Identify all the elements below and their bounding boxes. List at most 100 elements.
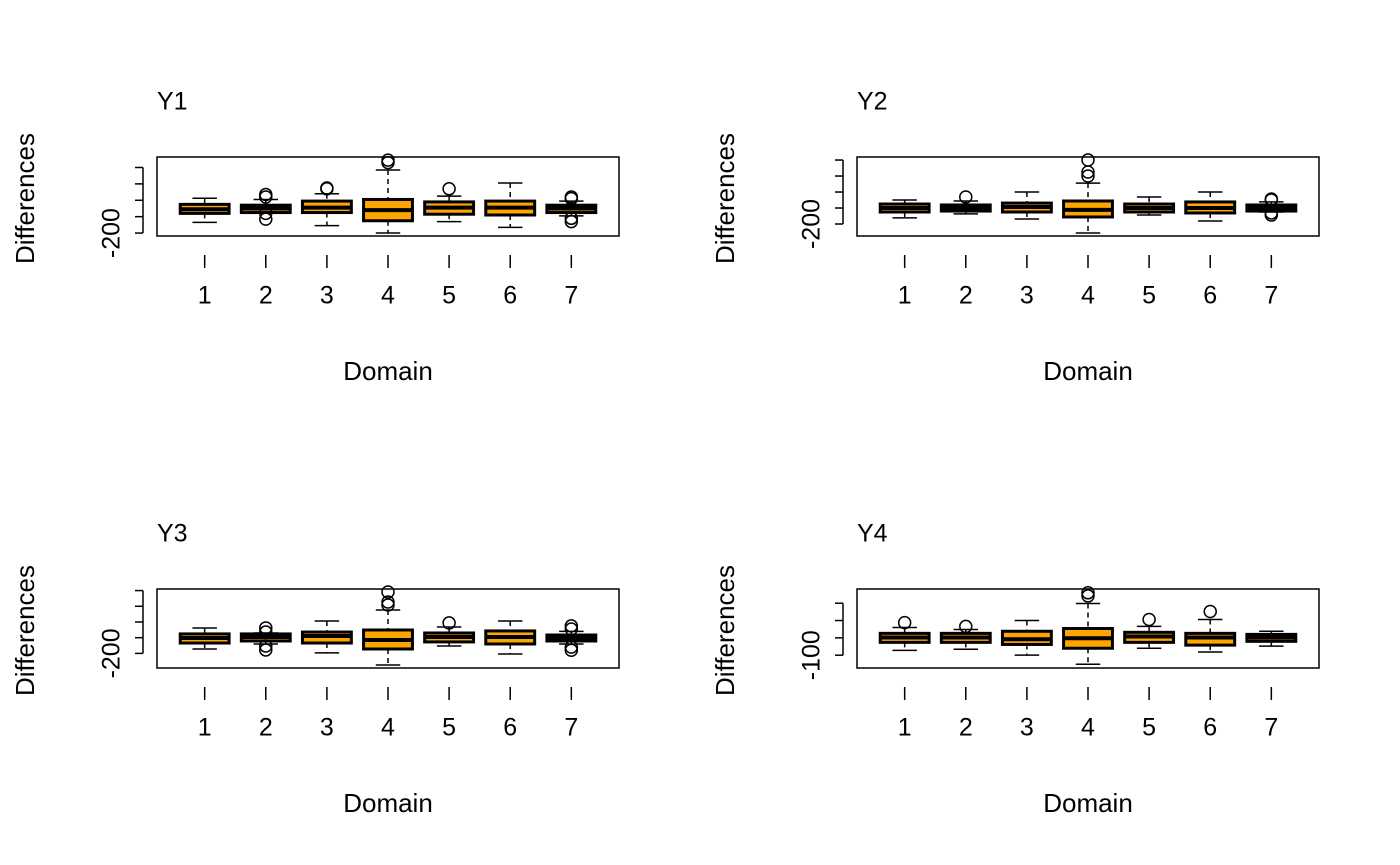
outlier: [1081, 589, 1095, 603]
outlier: [897, 615, 912, 630]
y-tick-label: -200: [798, 199, 826, 249]
y-axis-label: Differences: [10, 133, 40, 264]
box-group: [1000, 619, 1053, 656]
plot-frame: [156, 588, 620, 669]
x-tick-label: 5: [1142, 282, 1156, 310]
x-tick-label: 1: [898, 714, 912, 742]
box-group: [484, 620, 537, 655]
outlier: [259, 639, 273, 653]
outlier: [259, 621, 273, 635]
x-tick-label: 1: [198, 282, 212, 310]
y-tick-label: -200: [98, 208, 126, 258]
x-tick-label: 6: [503, 282, 517, 310]
x-tick-label: 4: [381, 714, 395, 742]
outlier: [564, 640, 579, 654]
box-group: [423, 182, 476, 223]
outlier: [564, 191, 579, 206]
outlier: [259, 212, 273, 226]
outlier: [1264, 193, 1279, 207]
box-group: [484, 182, 537, 229]
box-group: [362, 153, 414, 234]
outlier: [564, 214, 579, 229]
y-axis-label: Differences: [710, 133, 740, 264]
outlier: [381, 585, 395, 599]
outlier: [564, 622, 579, 636]
outlier: [320, 182, 334, 196]
outlier: [442, 616, 456, 630]
outlier: [381, 598, 395, 612]
x-tick-label: 7: [1264, 282, 1278, 310]
box-group: [1184, 191, 1237, 222]
box-group: [178, 627, 231, 650]
box-group: [300, 181, 353, 227]
panel-title: Y1: [157, 88, 188, 116]
box-group: [1245, 630, 1298, 647]
x-tick-label: 1: [198, 714, 212, 742]
x-axis-label: Domain: [343, 788, 433, 818]
outlier: [259, 206, 273, 221]
outlier: [1264, 208, 1279, 222]
box-group: [178, 197, 231, 224]
panel-title: Y4: [857, 520, 888, 548]
outlier: [959, 190, 973, 204]
x-axis-label: Domain: [1043, 788, 1133, 818]
box-group: [423, 616, 476, 647]
y-tick-label: -200: [98, 628, 126, 678]
x-tick-label: 2: [959, 282, 973, 310]
box-group: [1184, 604, 1237, 653]
box-group: [1062, 586, 1114, 665]
box-group: [545, 619, 598, 658]
outlier: [259, 190, 273, 204]
x-tick-label: 7: [564, 282, 578, 310]
x-tick-label: 7: [564, 714, 578, 742]
y-axis-label: Differences: [10, 565, 40, 696]
plot-frame: [856, 156, 1320, 237]
box-group: [1000, 191, 1053, 220]
box-group: [239, 621, 292, 657]
box-group: [878, 615, 931, 652]
box-group: [1245, 192, 1298, 222]
outlier: [1142, 612, 1156, 627]
panel-title: Y3: [157, 520, 188, 548]
box-group: [939, 190, 992, 215]
outlier: [959, 619, 973, 634]
outlier: [1081, 586, 1095, 600]
y-tick-label: -100: [798, 630, 826, 680]
x-tick-label: 3: [1020, 282, 1034, 310]
x-tick-label: 4: [381, 282, 395, 310]
outlier: [381, 155, 395, 170]
outlier: [564, 619, 579, 633]
x-tick-label: 2: [259, 714, 273, 742]
box-group: [239, 187, 292, 226]
outlier: [1203, 604, 1217, 619]
box-group: [545, 190, 598, 229]
x-tick-label: 7: [1264, 714, 1278, 742]
x-tick-label: 4: [1081, 714, 1095, 742]
box-group: [1123, 612, 1176, 649]
x-tick-label: 2: [259, 282, 273, 310]
x-tick-label: 1: [898, 282, 912, 310]
x-tick-label: 6: [1203, 714, 1217, 742]
box-group: [1062, 153, 1114, 234]
plot-frame: [856, 588, 1320, 669]
panel-title: Y2: [857, 88, 888, 116]
x-tick-label: 5: [442, 282, 456, 310]
x-tick-label: 5: [442, 714, 456, 742]
box-group: [939, 619, 992, 651]
box-group: [362, 585, 414, 666]
outlier: [259, 643, 273, 657]
x-tick-label: 4: [1081, 282, 1095, 310]
x-tick-label: 2: [959, 714, 973, 742]
x-tick-label: 6: [1203, 282, 1217, 310]
x-axis-label: Domain: [1043, 356, 1133, 386]
box-group: [300, 620, 353, 654]
x-tick-label: 6: [503, 714, 517, 742]
outlier: [564, 643, 579, 658]
outlier: [1081, 169, 1095, 183]
x-tick-label: 3: [320, 714, 334, 742]
outlier: [564, 211, 579, 226]
box-group: [1123, 196, 1176, 216]
outlier: [259, 625, 273, 639]
